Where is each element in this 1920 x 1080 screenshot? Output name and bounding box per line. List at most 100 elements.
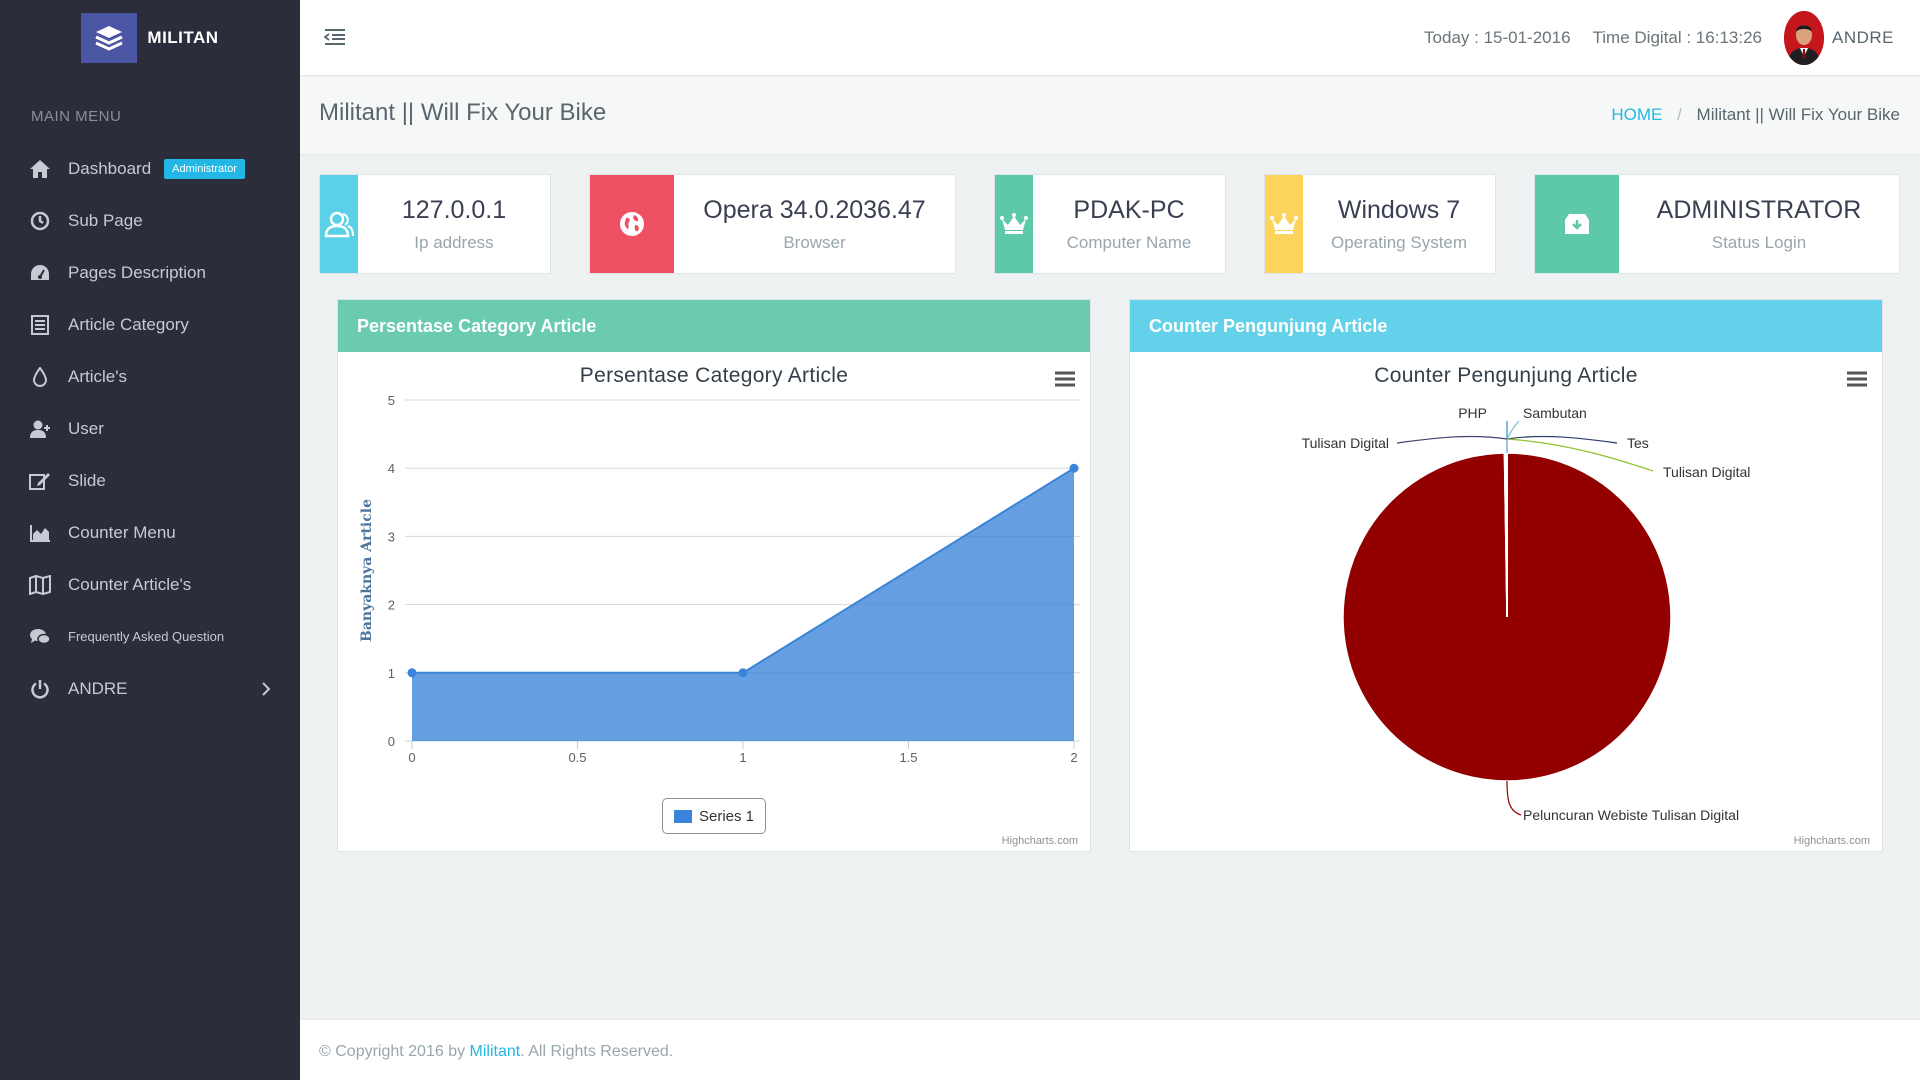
sidebar-item-slide[interactable]: Slide bbox=[0, 455, 300, 507]
topbar: Today : 15-01-2016 Time Digital : 16:13:… bbox=[300, 0, 1920, 76]
info-value: 127.0.0.1 bbox=[401, 195, 507, 224]
drop-icon bbox=[28, 365, 52, 389]
user-name[interactable]: ANDRE bbox=[1831, 28, 1894, 47]
pie-label-connector bbox=[1506, 438, 1654, 472]
sidebar-item-label: Pages Description bbox=[68, 262, 206, 282]
area-chart-icon bbox=[28, 521, 52, 545]
panel-category-article: Persentase Category Article Persentase C… bbox=[337, 299, 1091, 852]
footer: © Copyright 2016 by Militant. All Rights… bbox=[300, 1019, 1920, 1080]
info-label: Status Login bbox=[1711, 232, 1807, 252]
info-box-os: Windows 7 Operating System bbox=[1264, 174, 1496, 274]
pie-label: Tes bbox=[1627, 435, 1649, 451]
data-point[interactable] bbox=[1069, 463, 1079, 473]
crown-icon bbox=[1265, 175, 1303, 273]
power-icon bbox=[28, 677, 52, 701]
sidebar-item-label: Counter Menu bbox=[68, 522, 176, 542]
info-box-ip: 127.0.0.1 Ip address bbox=[319, 174, 551, 274]
pie-label-connector bbox=[1506, 435, 1618, 444]
data-point[interactable] bbox=[407, 668, 417, 678]
breadcrumb-separator: / bbox=[1677, 105, 1682, 124]
pie-label: Tulisan Digital bbox=[1302, 435, 1389, 451]
pie-label: Peluncuran Webiste Tulisan Digital bbox=[1523, 807, 1739, 823]
pie-label: Sambutan bbox=[1523, 405, 1587, 421]
breadcrumb-home-link[interactable]: HOME bbox=[1611, 105, 1663, 124]
sidebar-item-faq[interactable]: Frequently Asked Question bbox=[0, 611, 300, 663]
home-icon bbox=[28, 157, 52, 181]
time-digital: Time Digital : 16:13:26 bbox=[1592, 28, 1762, 47]
info-label: Computer Name bbox=[1066, 232, 1192, 252]
x-tick-label: 0 bbox=[408, 750, 415, 765]
breadcrumb: HOME / Militant || Will Fix Your Bike bbox=[1611, 105, 1900, 125]
y-axis-label: Banyaknya Article bbox=[359, 499, 375, 642]
pie-label: Tulisan Digital bbox=[1663, 464, 1750, 480]
x-tick-label: 1 bbox=[739, 750, 746, 765]
pie-label-connector bbox=[1506, 780, 1522, 816]
sidebar-item-label: Slide bbox=[68, 470, 106, 490]
sidebar-item-label: Dashboard bbox=[68, 158, 152, 178]
y-tick-label: 0 bbox=[388, 734, 395, 749]
info-box-computer-name: PDAK-PC Computer Name bbox=[994, 174, 1226, 274]
users-icon bbox=[320, 175, 358, 273]
panel-title: Counter Pengunjung Article bbox=[1130, 300, 1882, 352]
map-icon bbox=[28, 573, 52, 597]
y-tick-label: 1 bbox=[388, 666, 395, 681]
info-value: Windows 7 bbox=[1337, 195, 1461, 224]
area-chart: Persentase Category Article 0 1 2 3 4 5 0 0.5 1 1… bbox=[338, 352, 1090, 851]
sidebar-item-dashboard[interactable]: Dashboard Administrator bbox=[0, 143, 300, 195]
dashboard-icon bbox=[28, 261, 52, 285]
comments-icon bbox=[28, 625, 52, 649]
role-badge: Administrator bbox=[164, 158, 245, 179]
globe-icon bbox=[590, 175, 674, 273]
crown-icon bbox=[995, 175, 1033, 273]
chart-credit[interactable]: Highcharts.com bbox=[1793, 835, 1870, 847]
y-tick-label: 3 bbox=[388, 529, 395, 544]
pie-chart-svg: Peluncuran Webiste Tulisan Digital Tulisa… bbox=[1302, 405, 1751, 823]
chart-title: Persentase Category Article bbox=[579, 364, 849, 387]
sidebar-item-articles[interactable]: Article's bbox=[0, 351, 300, 403]
y-tick-label: 5 bbox=[388, 393, 395, 408]
y-tick-label: 4 bbox=[388, 461, 395, 476]
sidebar-item-label: Sub Page bbox=[68, 210, 143, 230]
chart-menu-icon[interactable] bbox=[1054, 370, 1076, 388]
legend-label: Series 1 bbox=[698, 807, 755, 825]
sidebar-item-counter-articles[interactable]: Counter Article's bbox=[0, 559, 300, 611]
info-value: ADMINISTRATOR bbox=[1656, 195, 1862, 224]
clock-icon bbox=[28, 209, 52, 233]
avatar[interactable] bbox=[1783, 11, 1824, 65]
sidebar-item-user-andre[interactable]: ANDRE bbox=[0, 663, 300, 715]
footer-suffix: . All Rights Reserved. bbox=[520, 1043, 674, 1060]
page-header: Militant || Will Fix Your Bike HOME / Mi… bbox=[300, 77, 1920, 155]
sidebar-item-label: Article Category bbox=[68, 314, 189, 334]
sidebar-item-user[interactable]: User bbox=[0, 403, 300, 455]
sidebar-item-pages-description[interactable]: Pages Description bbox=[0, 247, 300, 299]
footer-brand-link[interactable]: Militant bbox=[469, 1043, 521, 1060]
chevron-right-icon bbox=[262, 681, 271, 701]
info-box-status-login: ADMINISTRATOR Status Login bbox=[1534, 174, 1900, 274]
info-label: Browser bbox=[783, 232, 846, 252]
pie-chart: Counter Pengunjung Article Peluncuran We… bbox=[1130, 352, 1882, 851]
sidebar-item-label: Frequently Asked Question bbox=[68, 629, 225, 644]
brand[interactable]: MILITAN bbox=[0, 0, 300, 76]
info-label: Operating System bbox=[1330, 232, 1468, 252]
panel-counter-article: Counter Pengunjung Article Counter Pengu… bbox=[1129, 299, 1883, 852]
sidebar-item-label: ANDRE bbox=[68, 678, 128, 698]
list-icon bbox=[28, 313, 52, 337]
breadcrumb-current: Militant || Will Fix Your Bike bbox=[1696, 105, 1900, 124]
user-icon bbox=[28, 417, 52, 441]
sidebar-item-label: Counter Article's bbox=[68, 574, 192, 594]
chart-menu-icon[interactable] bbox=[1846, 370, 1868, 388]
chart-title: Counter Pengunjung Article bbox=[1374, 364, 1638, 387]
sidebar-item-article-category[interactable]: Article Category bbox=[0, 299, 300, 351]
sidebar-item-counter-menu[interactable]: Counter Menu bbox=[0, 507, 300, 559]
menu-toggle-icon[interactable] bbox=[323, 28, 346, 46]
sidebar-item-label: User bbox=[68, 418, 104, 438]
brand-logo-icon bbox=[81, 13, 138, 63]
area-chart-svg: 0 1 2 3 4 5 0 0.5 1 1.5 2 Banyaknya Article bbox=[359, 393, 1080, 765]
legend-series-1[interactable]: Series 1 bbox=[662, 798, 766, 834]
chart-credit[interactable]: Highcharts.com bbox=[1001, 835, 1078, 847]
sidebar-item-sub-page[interactable]: Sub Page bbox=[0, 195, 300, 247]
menu-header: MAIN MENU bbox=[31, 108, 122, 125]
pie-label: PHP bbox=[1458, 405, 1487, 421]
data-point[interactable] bbox=[738, 668, 748, 678]
info-label: Ip address bbox=[414, 232, 494, 252]
